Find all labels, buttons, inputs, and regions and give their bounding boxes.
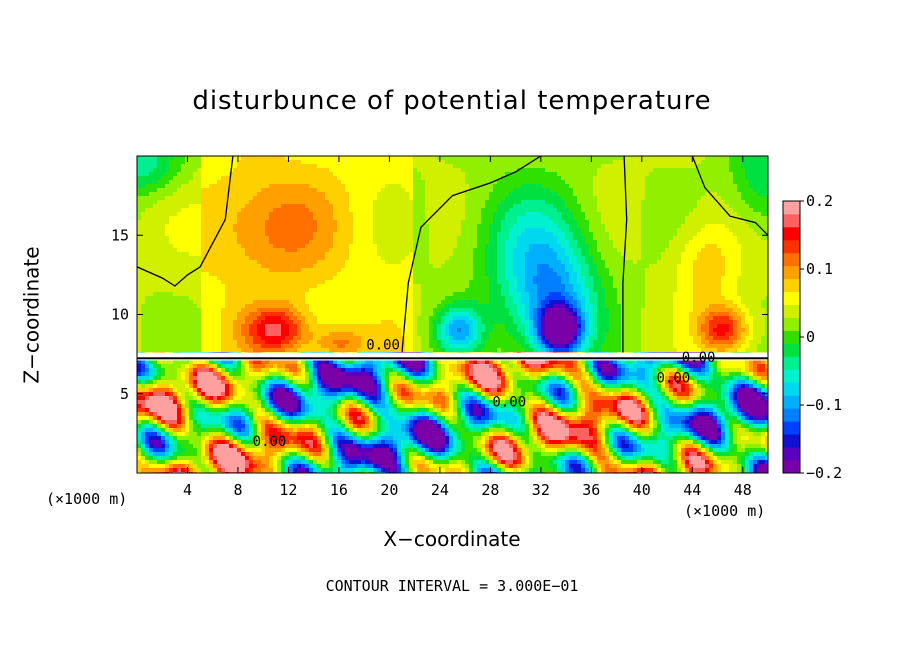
colorbar-tick-label: −0.2 [806,464,842,482]
colorbar-swatch [783,213,800,228]
colorbar-swatch [783,369,800,383]
y-axis-label: Z−coordinate [19,246,44,384]
colorbar-tick-label: 0.2 [806,192,833,210]
zero-contour-1 [401,156,542,353]
x-tick-label: 4 [183,481,192,499]
colorbar-swatch [783,408,800,422]
y-tick-label: 15 [111,226,129,244]
colorbar-swatch [783,382,800,396]
x-unit-label-right: (×1000 m) [684,502,766,520]
contour-label: 0.00 [656,371,690,387]
colorbar-swatch [783,395,800,409]
colorbar-swatch [783,434,800,448]
x-axis-label: X−coordinate [383,527,521,551]
x-tick-label: 44 [683,481,701,499]
y-axis: 5 10 15 [111,226,768,403]
colorbar-swatch [783,447,800,461]
x-tick-label: 8 [233,481,242,499]
x-tick-label: 40 [633,481,651,499]
colorbar-swatch [783,201,800,215]
x-tick-label: 36 [582,481,600,499]
zero-contour-3 [691,156,768,236]
x-tick-label: 24 [431,481,449,499]
x-tick-label: 16 [330,481,348,499]
x-tick-label: 28 [481,481,499,499]
chart-title: disturbunce of potential temperature [192,86,712,116]
zero-contour-0 [137,156,234,287]
colorbar-tick-label: 0.1 [806,260,833,278]
colorbar-swatch [783,460,800,474]
colorbar-swatch [783,356,800,370]
contour-label: 0.00 [253,434,287,450]
colorbar-tick-label: 0 [806,328,815,346]
colorbar-swatch [783,239,800,254]
x-tick-label: 32 [532,481,550,499]
colorbar-swatch [783,330,800,344]
interface-line [137,357,768,360]
interface-band [137,352,768,361]
colorbar-swatch [783,291,800,306]
x-tick-label: 12 [279,481,297,499]
contour-lines [137,156,768,361]
x-axis: 4 8 12 16 20 24 28 32 36 40 44 48 [183,156,752,499]
x-tick-label: 48 [734,481,752,499]
heatmap-field [137,156,768,473]
colorbar-swatch [783,252,800,267]
colorbar: 0.2 0.1 0 −0.1 −0.2 [782,192,842,482]
colorbar-swatch [783,343,800,357]
colorbar-swatch [783,226,800,241]
contour-label: 0.00 [492,394,526,410]
colorbar-swatch [783,278,800,293]
contour-label: 0.00 [366,337,400,353]
x-tick-label: 20 [380,481,398,499]
zero-contour-2 [622,156,628,353]
colorbar-swatch [783,265,800,280]
y-tick-label: 5 [120,385,129,403]
colorbar-tick-label: −0.1 [806,396,842,414]
colorbar-swatch [783,304,800,318]
y-tick-label: 10 [111,306,129,324]
x-unit-label-left: (×1000 m) [46,490,128,508]
contour-label: 0.00 [682,350,716,366]
colorbar-swatch [783,317,800,331]
contour-interval-note: CONTOUR INTERVAL = 3.000E−01 [325,577,579,595]
contour-labels: 0.00 0.00 0.00 0.00 0.00 [253,337,716,450]
colorbar-swatch [783,421,800,435]
